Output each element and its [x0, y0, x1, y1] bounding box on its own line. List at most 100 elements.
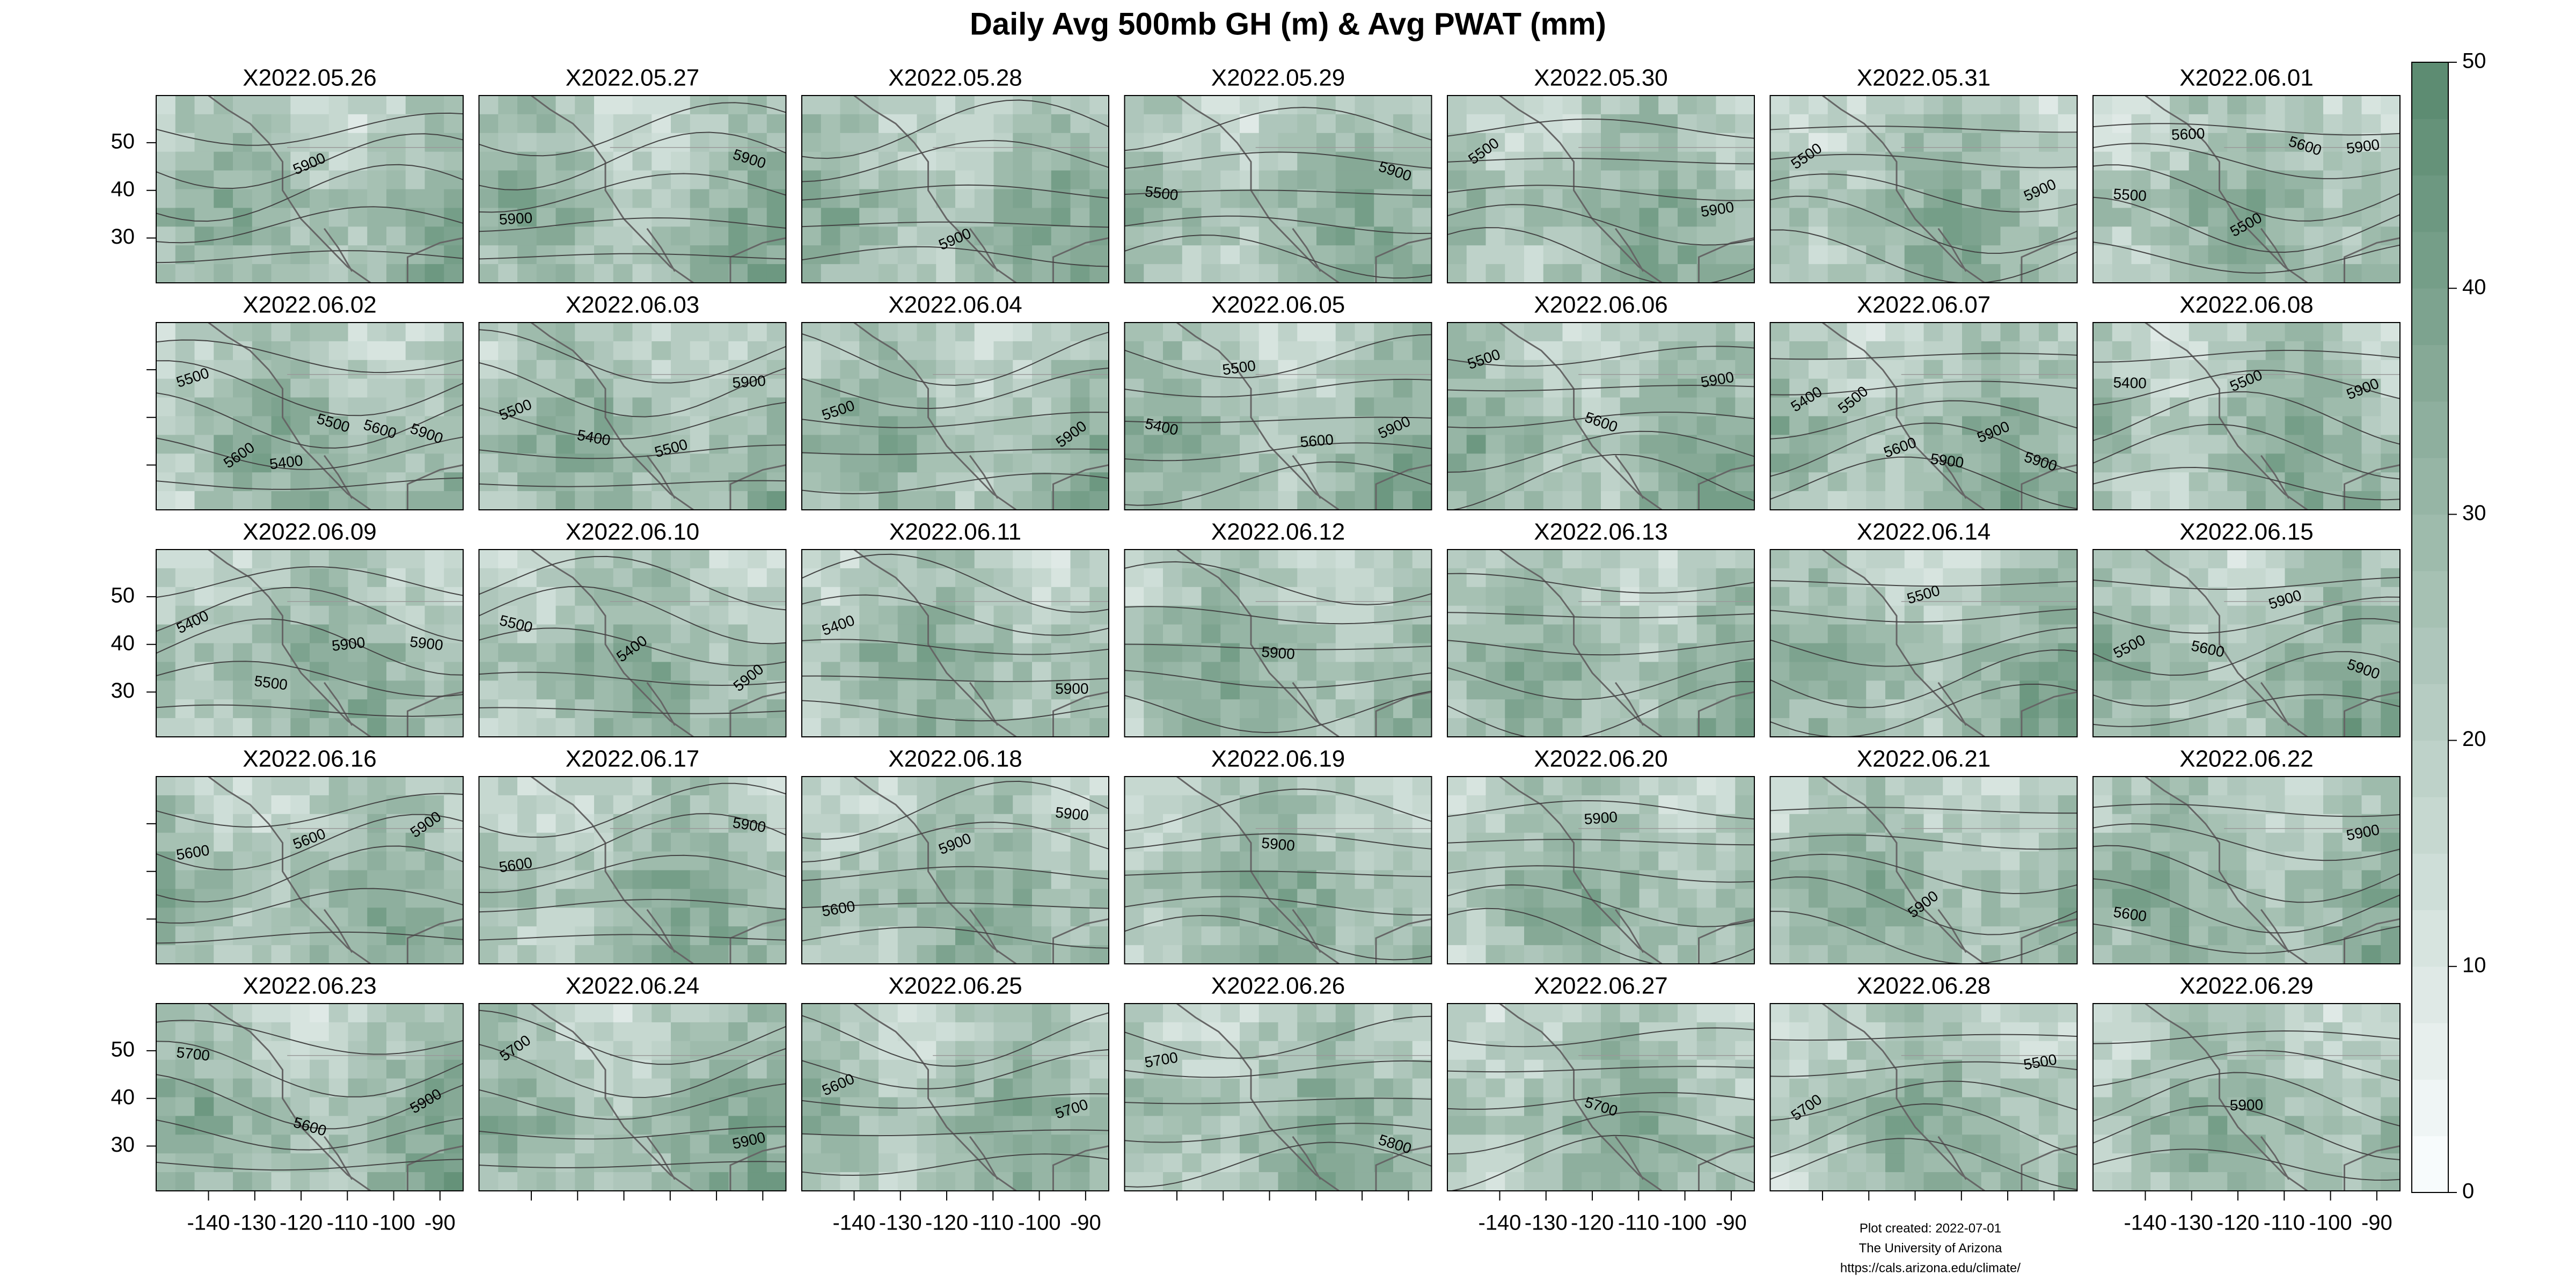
pwat-cell — [690, 889, 710, 909]
pwat-cell — [1770, 323, 1790, 342]
pwat-cell — [993, 133, 1014, 152]
contour-line — [2093, 391, 2400, 445]
pwat-cell — [1827, 435, 1848, 455]
pwat-cell — [1278, 795, 1298, 815]
pwat-cell — [1524, 851, 1544, 871]
pwat-cell — [2000, 133, 2021, 152]
pwat-cell — [1827, 680, 1848, 700]
pwat-cell — [290, 133, 310, 152]
pwat-cell — [2093, 851, 2113, 871]
pwat-cell — [310, 699, 330, 719]
pwat-cell — [690, 699, 710, 719]
pwat-cell — [405, 680, 426, 700]
pwat-cell — [2304, 435, 2324, 455]
pwat-cell — [974, 814, 994, 833]
pwat-cell — [1201, 814, 1221, 833]
pwat-cell — [1809, 341, 1828, 361]
pwat-cell — [1789, 795, 1809, 815]
pwat-cell — [1335, 416, 1356, 436]
pwat-cell — [1923, 416, 1944, 436]
pwat-cell — [252, 397, 272, 417]
contour-line — [156, 112, 463, 146]
pwat-cell — [310, 870, 330, 890]
pwat-cell — [2323, 870, 2343, 890]
pwat-cell — [536, 795, 557, 815]
pwat-cell — [1070, 360, 1091, 379]
pwat-cell — [1144, 605, 1163, 625]
pwat-cell — [955, 96, 975, 115]
pwat-cell — [1163, 550, 1183, 569]
pwat-cell — [156, 832, 176, 852]
pwat-cell — [1620, 643, 1640, 663]
pwat-cell — [2112, 378, 2132, 398]
pwat-cell — [194, 605, 215, 625]
pwat-cell — [425, 491, 445, 510]
pwat-cell — [2000, 662, 2021, 682]
pwat-cell — [1220, 397, 1240, 417]
pwat-cell — [271, 777, 291, 796]
pwat-cell — [897, 264, 918, 283]
pwat-cell — [1543, 208, 1563, 228]
pwat-cell — [386, 889, 406, 909]
pwat-cell — [1051, 435, 1071, 455]
pwat-cell — [1032, 908, 1052, 927]
pwat-cell — [2208, 550, 2228, 569]
pwat-cell — [1089, 435, 1109, 455]
pwat-cell — [2381, 416, 2400, 436]
pwat-cell — [367, 605, 387, 625]
pwat-cell — [1962, 245, 1982, 265]
pwat-cell — [1789, 814, 1809, 833]
pwat-cell — [214, 945, 233, 964]
pwat-cell — [2189, 699, 2209, 719]
pwat-cell — [1904, 587, 1924, 606]
contour-line — [1447, 384, 1754, 392]
coastline — [208, 550, 463, 737]
pwat-cell — [1678, 453, 1697, 473]
pwat-cell — [1447, 472, 1467, 492]
pwat-cell — [1885, 926, 1905, 946]
pwat-cell — [233, 832, 253, 852]
coastline — [208, 777, 463, 964]
pwat-cell — [1562, 926, 1583, 946]
pwat-cell — [386, 908, 406, 927]
pwat-cell — [2265, 568, 2286, 588]
pwat-cell — [802, 680, 822, 700]
pwat-cell — [1220, 945, 1240, 964]
pwat-cell — [555, 435, 576, 455]
pwat-cell — [2019, 777, 2039, 796]
pwat-cell — [1770, 699, 1790, 719]
panel-frame — [801, 322, 1109, 510]
pwat-cell — [1051, 170, 1071, 190]
pwat-cell — [156, 114, 176, 134]
pwat-cell — [2170, 435, 2190, 455]
pwat-cell — [175, 1041, 195, 1060]
pwat-cell — [1144, 323, 1163, 342]
pwat-cell — [2265, 550, 2286, 569]
pwat-cell — [879, 680, 898, 700]
pwat-cell — [2150, 718, 2170, 737]
pwat-cell — [821, 814, 841, 833]
pwat-cell — [194, 472, 215, 492]
pwat-cell — [1582, 360, 1601, 379]
pwat-cell — [974, 680, 994, 700]
pwat-cell — [1658, 472, 1678, 492]
pwat-cell — [1485, 416, 1506, 436]
figure-title: Daily Avg 500mb GH (m) & Avg PWAT (mm) — [970, 6, 1606, 41]
pwat-cell — [310, 416, 330, 436]
pwat-cell — [290, 624, 310, 644]
pwat-cell — [1220, 208, 1240, 228]
pwat-cell — [1678, 133, 1697, 152]
pwat-cell — [2039, 208, 2059, 228]
pwat-cell — [555, 226, 576, 246]
pwat-cell — [252, 832, 272, 852]
panel-title: X2022.06.12 — [1211, 519, 1345, 545]
contour-line — [1447, 658, 1754, 700]
pwat-cell — [1144, 472, 1163, 492]
pwat-cell — [233, 777, 253, 796]
contour-line — [802, 926, 1109, 949]
pwat-cell — [2304, 133, 2324, 152]
pwat-cell — [690, 189, 710, 209]
pwat-cell — [1316, 587, 1336, 606]
pwat-cell — [802, 814, 822, 833]
pwat-cell — [2058, 96, 2077, 115]
